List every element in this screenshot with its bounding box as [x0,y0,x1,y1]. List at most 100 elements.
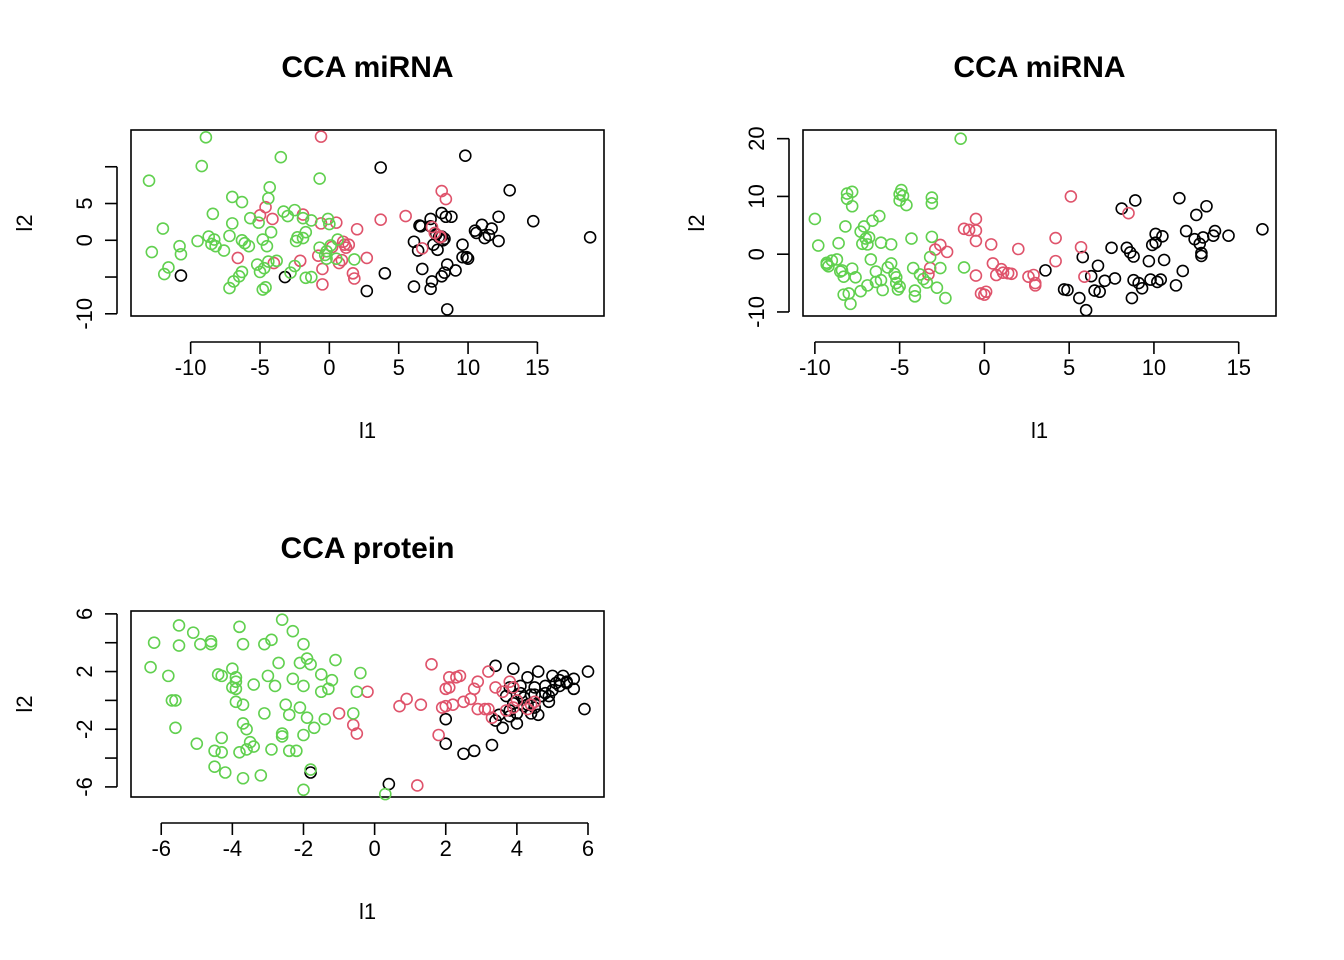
scatter-point [142,174,156,188]
scatter-point [297,728,310,742]
scatter-point [331,233,344,246]
scatter-point [869,275,883,289]
plot-frame [802,129,1277,317]
scatter-point [962,223,976,237]
scatter-point [282,744,296,758]
series-black [174,149,597,316]
scatter-point [1122,206,1135,220]
scatter-point [986,257,1000,270]
scatter-point [844,297,857,311]
scatter-point [174,269,188,282]
scatter-point [1091,259,1105,273]
scatter-point [492,210,505,224]
scatter-point [254,769,268,782]
scatter-point [293,701,307,714]
scatter-point [145,245,159,259]
y-tick-label: -6 [72,777,97,797]
scatter-point [323,217,336,231]
scatter-point [265,743,278,756]
scatter-point [354,666,367,680]
scatter-point [275,613,289,626]
scatter-point [261,669,275,683]
x-axis: -10 -5 0 5 10 15 [799,341,1251,380]
scatter-point [528,695,541,709]
scatter-point [320,252,333,265]
scatter-point [252,216,265,229]
scatter-point [174,247,188,261]
scatter-point [425,658,438,671]
scatter-point [837,270,850,284]
scatter-point [439,192,453,206]
scatter-point [546,684,559,697]
scatter-point [335,253,349,267]
scatter-point [282,708,296,722]
scatter-point [925,230,939,244]
scatter-point [316,262,329,276]
scatter-point [191,234,204,248]
scatter-point [225,190,239,204]
scatter-point [425,220,439,234]
series-red [922,190,1135,301]
scatter-point [1176,264,1190,278]
scatter-point [467,682,481,696]
chart-title: CCA miRNA [281,51,453,84]
scatter-point [259,200,272,214]
scatter-point [496,685,509,699]
scatter-point [157,267,171,281]
scatter-point [262,192,275,205]
x-tick-label: -2 [294,836,314,861]
y-tick-label: 10 [744,184,769,208]
scatter-point [874,273,888,287]
scatter-point [190,737,204,750]
scatter-point [900,198,913,212]
scatter-point [235,195,249,209]
scatter-point [199,131,213,144]
scatter-point [321,212,335,226]
y-tick-label: 20 [744,126,769,150]
scatter-point [503,183,516,197]
scatter-point [431,243,444,257]
scatter-point [208,760,221,774]
scatter-point [1195,246,1208,260]
scatter-point [215,731,228,745]
scatter-point [1064,190,1078,203]
scatter-point [350,727,364,740]
scatter-point [908,284,922,297]
scatter-point [360,284,374,298]
scatter-point [499,704,513,717]
scatter-point [1073,291,1086,305]
y-tick-label: 0 [744,248,769,260]
scatter-point [811,239,825,252]
x-tick-label: 10 [1142,355,1166,380]
scatter-point [1142,254,1156,268]
scatter-point [934,261,947,275]
scatter-point [325,673,339,687]
scatter-point [461,252,475,265]
scatter-point [1123,246,1137,259]
x-tick-label: -4 [223,836,243,861]
scatter-point [874,236,888,249]
scatter-point [1088,284,1101,297]
scatter-point [446,698,460,712]
scatter-point [839,220,852,233]
x-tick-label: -6 [151,836,171,861]
series-black [304,659,595,791]
scatter-point [820,256,834,270]
scatter-point [881,261,895,274]
x-tick-label: 5 [393,355,405,380]
scatter-point [410,779,424,792]
scatter-point [460,250,473,264]
scatter-point [996,266,1010,279]
scatter-point [256,233,270,246]
scatter-point [1200,199,1213,213]
x-tick-label: 0 [323,355,335,380]
scatter-point [307,721,321,735]
scatter-point [348,272,361,285]
y-tick-label: -2 [72,719,97,739]
scatter-point [489,681,502,694]
scatter-point [940,245,954,259]
scatter-point [984,238,998,251]
scatter-point [378,787,392,801]
scatter-point [393,699,406,713]
scatter-point [453,669,467,683]
